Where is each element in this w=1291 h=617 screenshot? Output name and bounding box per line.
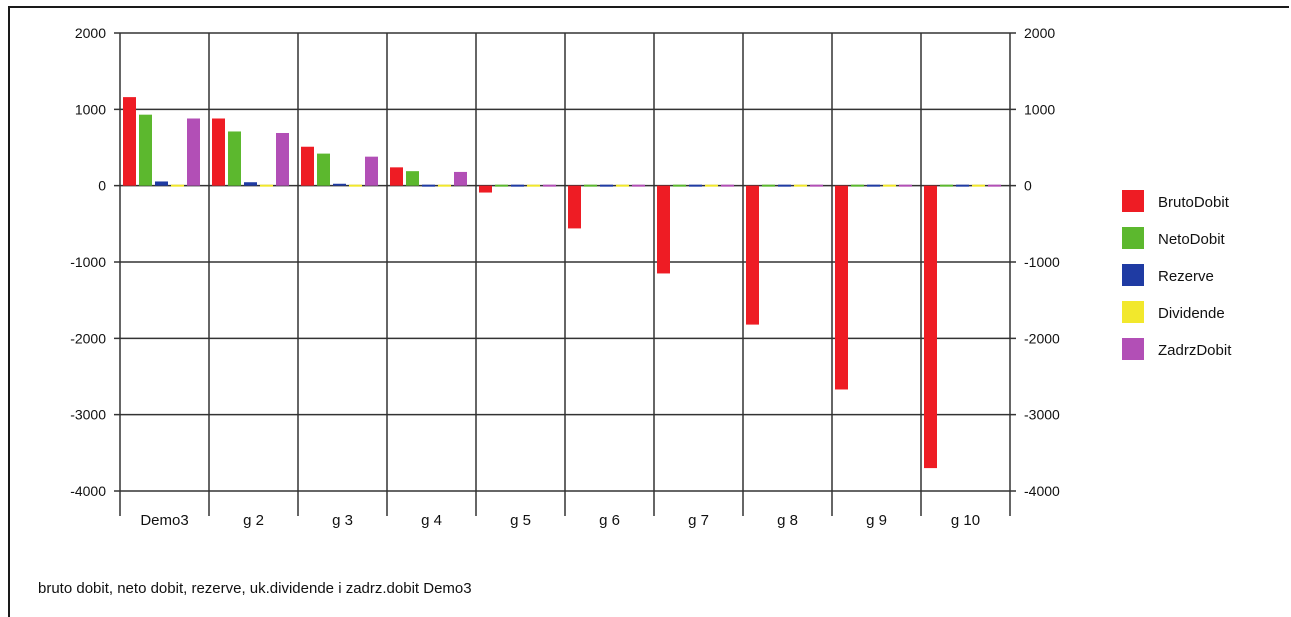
bar-dividende [705,184,718,187]
legend-swatch-rezerve [1122,264,1144,286]
x-tick-label: g 4 [421,512,442,529]
y-tick-label-right: -4000 [1024,483,1060,499]
bar-zadrzdobit [543,184,556,187]
x-tick-label: g 3 [332,512,353,529]
bar-netodobit [495,184,508,187]
bar-netodobit [762,184,775,187]
bar-rezerve [511,184,524,187]
y-tick-label-left: -3000 [70,407,106,423]
bar-dividende [438,184,451,187]
bar-brutodobit [212,118,225,186]
bar-rezerve [689,184,702,187]
y-tick-label-left: -1000 [70,254,106,270]
bar-rezerve [600,184,613,187]
bar-rezerve [422,184,435,187]
y-tick-label-right: 2000 [1024,25,1055,41]
bar-zadrzdobit [187,118,200,186]
x-tick-label: Demo3 [140,512,188,529]
legend-label-dividende: Dividende [1158,305,1225,322]
x-tick-label: g 6 [599,512,620,529]
bar-zadrzdobit [276,132,289,186]
bar-zadrzdobit [810,184,823,187]
bar-netodobit [940,184,953,187]
axis-layer: 2000 2000 1000 1000 0 0 -1000 -1000 -2000 -2000 -3… [70,25,1060,529]
legend-label-zadrzdobit: ZadrzDobit [1158,342,1232,359]
x-tick-label: g 10 [951,512,980,529]
y-tick-label-right: -2000 [1024,330,1060,346]
y-tick-label-left: 1000 [75,101,106,117]
bar-dividende [616,184,629,187]
y-tick-label-left: 2000 [75,25,106,41]
bar-zadrzdobit [899,184,912,187]
bar-netodobit [584,184,597,187]
y-tick-label-right: 1000 [1024,101,1055,117]
y-tick-label-left: -4000 [70,483,106,499]
legend-swatch-brutodobit [1122,190,1144,212]
bar-zadrzdobit [454,171,467,186]
bar-dividende [527,184,540,187]
bar-rezerve [867,184,880,187]
y-tick-label-right: 0 [1024,178,1032,194]
bar-dividende [972,184,985,187]
legend-label-brutodobit: BrutoDobit [1158,194,1230,211]
bar-netodobit [851,184,864,187]
x-tick-label: g 7 [688,512,709,529]
y-tick-label-right: -3000 [1024,407,1060,423]
bar-brutodobit [301,146,314,186]
x-tick-label: g 2 [243,512,264,529]
bar-netodobit [317,153,330,186]
bar-rezerve [333,183,346,186]
x-tick-label: g 8 [777,512,798,529]
bars-layer [123,97,1001,469]
bar-brutodobit [924,185,937,469]
bar-dividende [349,184,362,187]
legend-label-rezerve: Rezerve [1158,268,1214,285]
y-tick-label-right: -1000 [1024,254,1060,270]
bar-netodobit [228,131,241,186]
legend-swatch-netodobit [1122,227,1144,249]
legend: BrutoDobit NetoDobit Rezerve Dividende Zadrz… [1122,190,1232,360]
bar-netodobit [139,114,152,186]
bar-zadrzdobit [721,184,734,187]
bar-zadrzdobit [632,184,645,187]
bar-zadrzdobit [988,184,1001,187]
bar-dividende [171,184,184,187]
y-tick-label-left: -2000 [70,330,106,346]
bar-brutodobit [746,185,759,325]
x-tick-label: g 5 [510,512,531,529]
bar-brutodobit [479,185,492,193]
legend-swatch-dividende [1122,301,1144,323]
legend-swatch-zadrzdobit [1122,338,1144,360]
bar-dividende [883,184,896,187]
bar-brutodobit [657,185,670,274]
bar-brutodobit [568,185,581,229]
legend-label-netodobit: NetoDobit [1158,231,1226,248]
x-tick-label: g 9 [866,512,887,529]
chart-caption: bruto dobit, neto dobit, rezerve, uk.div… [38,580,472,597]
bar-brutodobit [390,167,403,186]
bar-brutodobit [835,185,848,390]
bar-brutodobit [123,97,136,186]
grid-layer [114,32,1016,516]
y-tick-label-left: 0 [98,178,106,194]
bar-zadrzdobit [365,156,378,186]
bar-rezerve [244,182,257,186]
bar-dividende [260,184,273,187]
bar-rezerve [778,184,791,187]
bar-rezerve [155,181,168,186]
bar-netodobit [406,171,419,186]
bar-netodobit [673,184,686,187]
chart-frame [8,6,1289,617]
bar-rezerve [956,184,969,187]
bar-dividende [794,184,807,187]
